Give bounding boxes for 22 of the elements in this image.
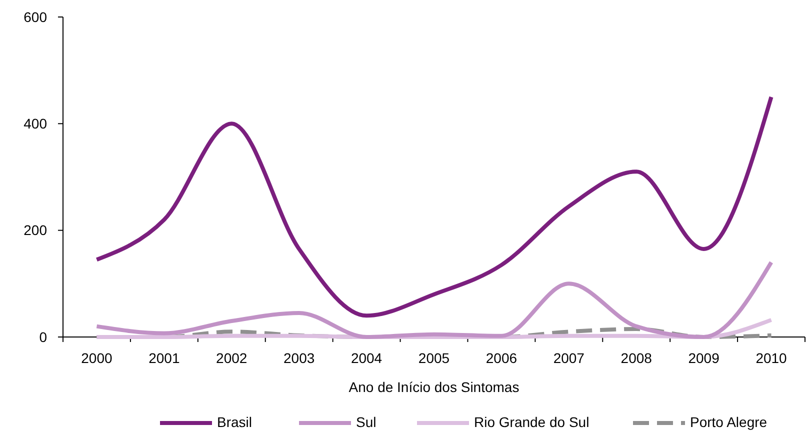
y-tick-label: 400 — [24, 116, 48, 132]
y-tick-label: 0 — [39, 328, 48, 345]
legend-label: Brasil — [217, 414, 252, 430]
x-tick-label: 2001 — [148, 350, 180, 366]
legend-label: Sul — [356, 414, 376, 430]
x-tick-label: 2003 — [284, 350, 315, 366]
x-tick-label: 2006 — [486, 350, 518, 366]
x-tick-label: 2002 — [216, 350, 248, 366]
x-tick-label: 2008 — [620, 350, 652, 366]
x-tick-label: 2010 — [756, 350, 788, 366]
y-tick-label: 200 — [24, 222, 48, 238]
x-tick-label: 2009 — [688, 350, 720, 366]
x-tick-label: 2004 — [350, 350, 382, 366]
x-tick-label: 2000 — [81, 350, 113, 366]
x-axis-title: Ano de Início dos Sintomas — [348, 379, 520, 395]
line-series — [94, 260, 774, 339]
legend-label: Porto Alegre — [690, 414, 768, 430]
x-tick-label: 2005 — [418, 350, 450, 366]
x-tick-label: 2007 — [553, 350, 585, 366]
line-series — [94, 95, 774, 318]
y-tick-label: 600 — [24, 8, 48, 25]
legend-label: Rio Grande do Sul — [474, 414, 590, 430]
